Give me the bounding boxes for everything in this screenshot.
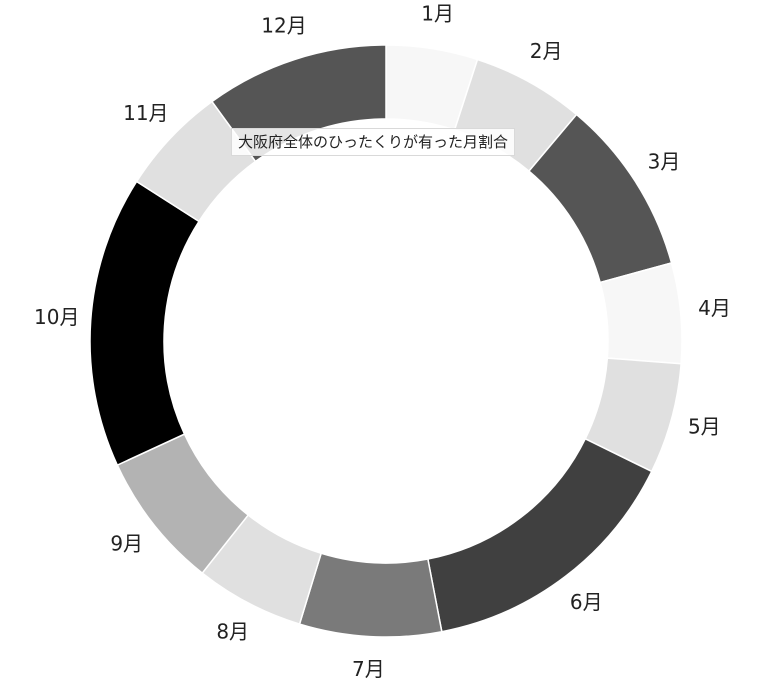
slice-label-9: 9月 [110,532,143,556]
slice-label-12: 12月 [261,14,306,38]
chart-title: 大阪府全体のひったくりが有った月割合 [231,128,516,156]
slice-label-2: 2月 [530,39,563,63]
slice-7 [298,552,443,638]
slice-label-1: 1月 [421,2,454,26]
slice-labels: 1月 2月 3月 4月 5月 6月 7月 8月 9月 10月 11月 12月 [34,2,731,681]
slice-label-3: 3月 [648,150,681,174]
slice-6 [426,437,653,633]
slice-label-4: 4月 [698,296,731,320]
slice-10 [89,180,201,467]
slice-label-6: 6月 [570,590,603,614]
slice-label-7: 7月 [352,657,385,681]
slice-label-10: 10月 [34,305,79,329]
slice-label-11: 11月 [123,101,168,125]
slice-label-5: 5月 [688,414,721,438]
slice-label-8: 8月 [216,620,249,644]
